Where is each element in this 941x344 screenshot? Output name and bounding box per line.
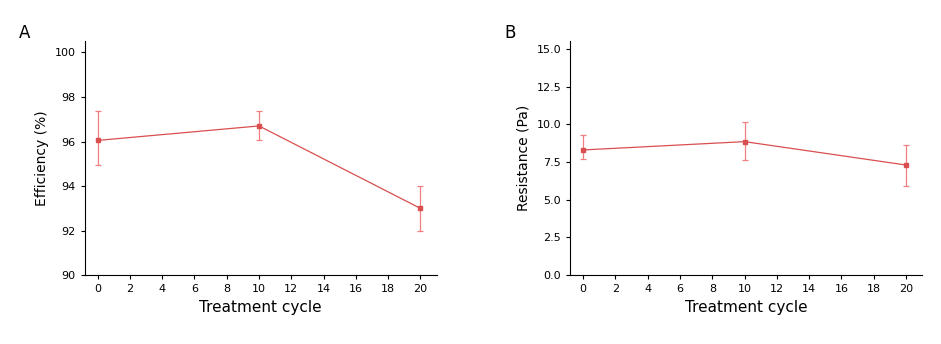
X-axis label: Treatment cycle: Treatment cycle bbox=[199, 300, 322, 315]
Y-axis label: Efficiency (%): Efficiency (%) bbox=[35, 110, 49, 206]
X-axis label: Treatment cycle: Treatment cycle bbox=[685, 300, 807, 315]
Y-axis label: Resistance (Pa): Resistance (Pa) bbox=[517, 105, 531, 211]
Text: B: B bbox=[504, 24, 516, 42]
Text: A: A bbox=[19, 24, 30, 42]
